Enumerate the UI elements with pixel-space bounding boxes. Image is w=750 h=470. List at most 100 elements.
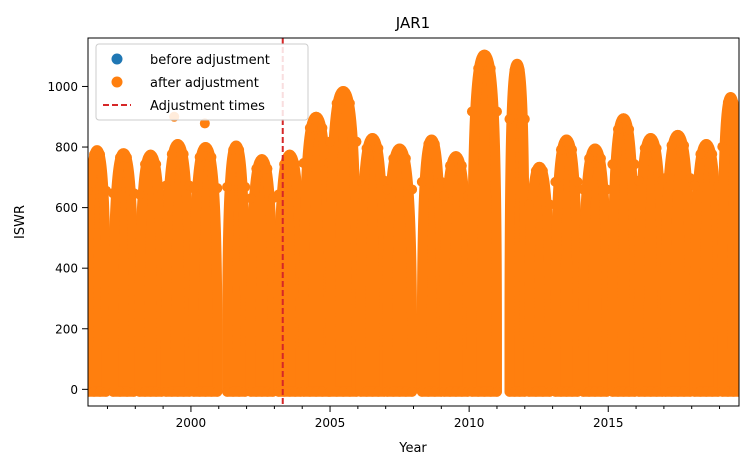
- season-fill: [160, 139, 195, 397]
- y-tick-label: 400: [55, 262, 78, 276]
- data-point: [234, 144, 245, 155]
- data-point: [166, 149, 177, 160]
- data-point: [325, 136, 336, 147]
- data-point: [373, 143, 384, 154]
- x-tick-label: 2005: [315, 416, 346, 430]
- season-fill: [108, 148, 139, 397]
- data-point: [734, 141, 739, 152]
- season-fill: [222, 140, 251, 397]
- season-band: [439, 151, 473, 397]
- data-point: [717, 141, 728, 152]
- data-point: [331, 98, 342, 109]
- season-band: [660, 129, 696, 397]
- data-point: [473, 63, 484, 74]
- data-point: [701, 139, 712, 150]
- data-point: [567, 144, 578, 155]
- season-band: [245, 154, 279, 397]
- data-point: [485, 63, 496, 74]
- axes: 2000 2005 2010 2015 0 200 400 600 800 1000: [47, 37, 740, 430]
- data-point: [660, 173, 671, 184]
- y-tick-label: 1000: [47, 80, 78, 94]
- data-point: [523, 386, 534, 397]
- data-point: [245, 193, 256, 204]
- data-point: [679, 140, 690, 151]
- data-point: [456, 160, 467, 171]
- season-fill: [466, 49, 502, 397]
- y-tick-label: 800: [55, 141, 78, 155]
- data-point: [298, 158, 309, 169]
- data-point: [206, 151, 217, 162]
- season-band: [578, 143, 612, 397]
- data-point: [590, 143, 601, 154]
- data-point: [262, 163, 273, 174]
- season-band: [504, 58, 530, 397]
- data-point: [416, 176, 427, 187]
- data-point: [114, 386, 125, 397]
- data-point: [685, 173, 696, 184]
- data-point: [317, 122, 328, 133]
- season-band: [550, 134, 583, 397]
- data-point: [695, 149, 706, 160]
- data-point: [199, 118, 210, 129]
- data-point: [188, 183, 199, 194]
- season-fill: [633, 132, 668, 397]
- data-point: [284, 149, 295, 160]
- legend-label: after adjustment: [150, 76, 259, 91]
- season-fill: [88, 145, 112, 397]
- data-point: [728, 97, 739, 108]
- data-point: [407, 184, 418, 195]
- data-point: [555, 144, 566, 155]
- data-point: [651, 143, 662, 154]
- season-fill: [689, 139, 724, 397]
- data-point: [256, 154, 267, 165]
- data-point: [151, 159, 162, 170]
- season-fill: [382, 143, 418, 397]
- season-band: [466, 49, 502, 397]
- data-point: [178, 149, 189, 160]
- season-fill: [298, 111, 334, 397]
- data-point: [572, 176, 583, 187]
- chart-title: JAR1: [395, 14, 430, 32]
- data-point: [394, 143, 405, 154]
- data-point: [200, 142, 211, 153]
- data-point: [311, 111, 322, 122]
- data-point: [429, 139, 440, 150]
- season-band: [607, 113, 640, 397]
- data-point: [537, 165, 548, 176]
- y-tick-label: 600: [55, 201, 78, 215]
- season-band: [523, 161, 555, 397]
- y-tick-label: 200: [55, 322, 78, 336]
- season-fill: [660, 129, 696, 397]
- season-band: [717, 92, 739, 397]
- x-axis-label: Year: [398, 441, 427, 456]
- legend-entry: before adjustment: [111, 53, 270, 68]
- data-point: [382, 184, 393, 195]
- data-point: [734, 386, 739, 397]
- season-fill: [717, 92, 739, 397]
- data-point: [338, 86, 349, 97]
- season-band: [273, 149, 306, 397]
- data-point: [95, 149, 106, 160]
- data-point: [544, 199, 555, 210]
- season-fill: [134, 149, 167, 397]
- x-tick-label: 2000: [176, 416, 207, 430]
- data-point: [212, 183, 223, 194]
- legend-entry: Adjustment times: [103, 99, 265, 114]
- season-fill: [355, 132, 390, 397]
- data-point: [530, 165, 541, 176]
- data-point: [114, 152, 125, 163]
- data-point: [445, 160, 456, 171]
- season-band: [382, 143, 418, 397]
- data-point: [595, 153, 606, 164]
- data-point: [672, 129, 683, 140]
- legend-label: Adjustment times: [150, 99, 265, 114]
- season-fill: [188, 142, 223, 397]
- data-point: [584, 153, 595, 164]
- season-band: [325, 86, 362, 397]
- data-point: [344, 98, 355, 109]
- data-point: [612, 124, 623, 135]
- data-point: [479, 49, 490, 60]
- season-band: [134, 149, 167, 397]
- data-point: [279, 159, 290, 170]
